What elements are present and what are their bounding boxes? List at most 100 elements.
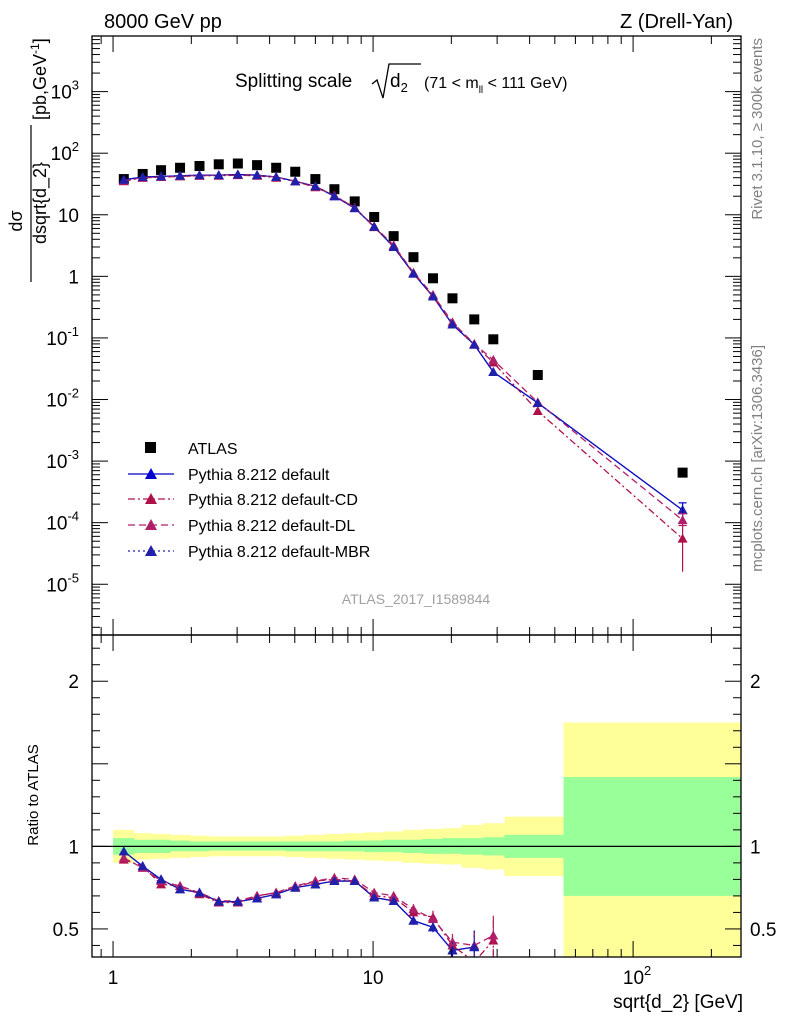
main-triangle-marker bbox=[488, 366, 499, 376]
main-triangle-marker bbox=[271, 172, 282, 182]
main-y-label: dσ dsqrt{d_2} [pb,GeV-1] bbox=[6, 38, 51, 282]
legend-marker-triangle bbox=[145, 545, 157, 556]
ratio-triangle-marker bbox=[427, 914, 438, 924]
ratio-triangle-marker bbox=[349, 876, 360, 886]
ratio-triangle-marker bbox=[118, 846, 129, 856]
legend-label: Pythia 8.212 default-DL bbox=[188, 518, 355, 535]
ratio-triangle-marker bbox=[137, 861, 148, 871]
ratio-triangle-marker bbox=[194, 887, 205, 897]
ratio-triangle-marker bbox=[290, 882, 301, 892]
axis-ticks bbox=[92, 35, 741, 957]
legend-marker-triangle bbox=[145, 468, 157, 479]
ratio-triangle-marker bbox=[388, 895, 399, 905]
main-triangle-marker bbox=[329, 191, 340, 201]
ratio-triangle-marker bbox=[474, 956, 475, 957]
y-tick-label-main: 10 bbox=[58, 206, 79, 227]
y-tick-label-main: 10-4 bbox=[46, 509, 79, 535]
data-square-marker bbox=[427, 273, 438, 284]
data-square-marker bbox=[329, 184, 340, 195]
data-square-marker bbox=[252, 160, 263, 171]
main-triangle-marker bbox=[349, 203, 360, 213]
ratio-triangle-marker bbox=[118, 852, 129, 862]
data-square-marker bbox=[232, 158, 243, 169]
ratio-triangle-marker bbox=[156, 874, 167, 884]
header-left: 8000 GeV pp bbox=[104, 11, 222, 33]
svg-text:[pb,GeV-1]: [pb,GeV-1] bbox=[28, 38, 50, 120]
mcplots-label: mcplots.cern.ch [arXiv:1306.3436] bbox=[749, 345, 766, 572]
rivet-label: Rivet 3.1.10, ≥ 300k events bbox=[749, 38, 766, 220]
x-tick-label: 1 bbox=[108, 968, 119, 989]
ratio-triangle-marker bbox=[447, 945, 458, 955]
ratio-triangle-marker bbox=[252, 893, 263, 903]
legend-marker-triangle bbox=[145, 493, 157, 504]
legend-marker-data bbox=[145, 442, 156, 453]
main-title-range: (71 < mll < 111 GeV) bbox=[424, 75, 567, 96]
main-triangle-marker bbox=[532, 397, 543, 407]
data-square-marker bbox=[194, 160, 205, 171]
sqrt-symbol bbox=[371, 63, 421, 99]
data-square-marker bbox=[532, 370, 543, 381]
svg-text:dσ: dσ bbox=[6, 210, 26, 231]
data-square-marker bbox=[488, 334, 499, 345]
main-line-dotted bbox=[123, 173, 683, 511]
ratio-triangle-marker bbox=[469, 942, 480, 952]
axis-tick-labels: 10-5 10-4 10-3 10-2 10-1 1 10 102 103 1 10 102 0.5 0.… bbox=[46, 78, 776, 989]
ratio-triangle-marker bbox=[232, 896, 243, 906]
y-tick-label-ratio-left: 0.5 bbox=[53, 920, 79, 941]
main-triangle-marker bbox=[488, 354, 499, 364]
y-tick-label-main: 10-5 bbox=[46, 570, 79, 596]
x-axis-label: sqrt{d_2} [GeV] bbox=[613, 992, 743, 1013]
ratio-line-dashdot bbox=[123, 858, 494, 957]
main-triangle-marker bbox=[310, 181, 321, 191]
ratio-triangle-marker bbox=[271, 889, 282, 899]
y-tick-label-main: 102 bbox=[51, 139, 79, 165]
ratio-triangle-marker bbox=[329, 876, 340, 886]
legend-marker-triangle bbox=[145, 519, 157, 530]
ratio-triangle-marker bbox=[369, 892, 380, 902]
ratio-line-solid bbox=[123, 850, 475, 952]
main-triangle-marker bbox=[369, 221, 380, 231]
svg-text:dsqrt{d_2}: dsqrt{d_2} bbox=[30, 162, 51, 244]
main-title-symbol: d2 bbox=[390, 71, 408, 95]
main-triangle-marker bbox=[408, 268, 419, 278]
data-square-marker bbox=[271, 162, 282, 173]
y-tick-label-main: 10-3 bbox=[46, 447, 79, 473]
data-square-marker bbox=[388, 231, 399, 242]
ratio-triangle-marker bbox=[369, 887, 380, 897]
ratio-triangle-marker bbox=[388, 890, 399, 900]
main-triangle-marker bbox=[156, 171, 167, 181]
y-tick-label-ratio-left: 2 bbox=[68, 672, 79, 693]
ratio-line-dotted bbox=[123, 850, 475, 952]
legend-label: ATLAS bbox=[188, 441, 238, 458]
main-triangle-marker bbox=[232, 169, 243, 179]
main-title: Splitting scale bbox=[235, 71, 352, 92]
legend-label: Pythia 8.212 default-MBR bbox=[188, 544, 370, 561]
x-tick-label: 10 bbox=[362, 968, 383, 989]
main-triangle-marker bbox=[532, 406, 543, 416]
y-tick-label-ratio-right: 0.5 bbox=[750, 920, 776, 941]
y-tick-label-main: 10-2 bbox=[46, 386, 79, 412]
ratio-uncertainty-bands bbox=[113, 722, 741, 957]
y-tick-label-main: 103 bbox=[51, 78, 79, 104]
green-band-bin bbox=[563, 777, 741, 896]
y-tick-label-ratio-right: 2 bbox=[750, 672, 761, 693]
main-triangle-marker bbox=[290, 176, 301, 186]
watermark: ATLAS_2017_I1589844 bbox=[342, 591, 491, 607]
data-square-marker bbox=[349, 196, 360, 207]
x-tick-label: 102 bbox=[623, 963, 651, 989]
data-square-marker bbox=[175, 162, 186, 173]
data-square-marker bbox=[290, 166, 301, 177]
ratio-triangle-marker bbox=[447, 937, 458, 947]
data-square-marker bbox=[447, 293, 458, 304]
main-triangle-marker bbox=[194, 170, 205, 180]
data-square-marker bbox=[369, 212, 380, 223]
main-line-dashdot bbox=[123, 174, 684, 540]
main-series-group bbox=[118, 158, 688, 572]
ratio-triangle-marker bbox=[427, 922, 438, 932]
y-tick-label-main: 1 bbox=[68, 267, 79, 288]
main-triangle-marker bbox=[213, 170, 224, 180]
legend-label: Pythia 8.212 default-CD bbox=[188, 492, 358, 509]
ratio-series-group bbox=[118, 846, 499, 957]
data-square-marker bbox=[677, 467, 688, 478]
